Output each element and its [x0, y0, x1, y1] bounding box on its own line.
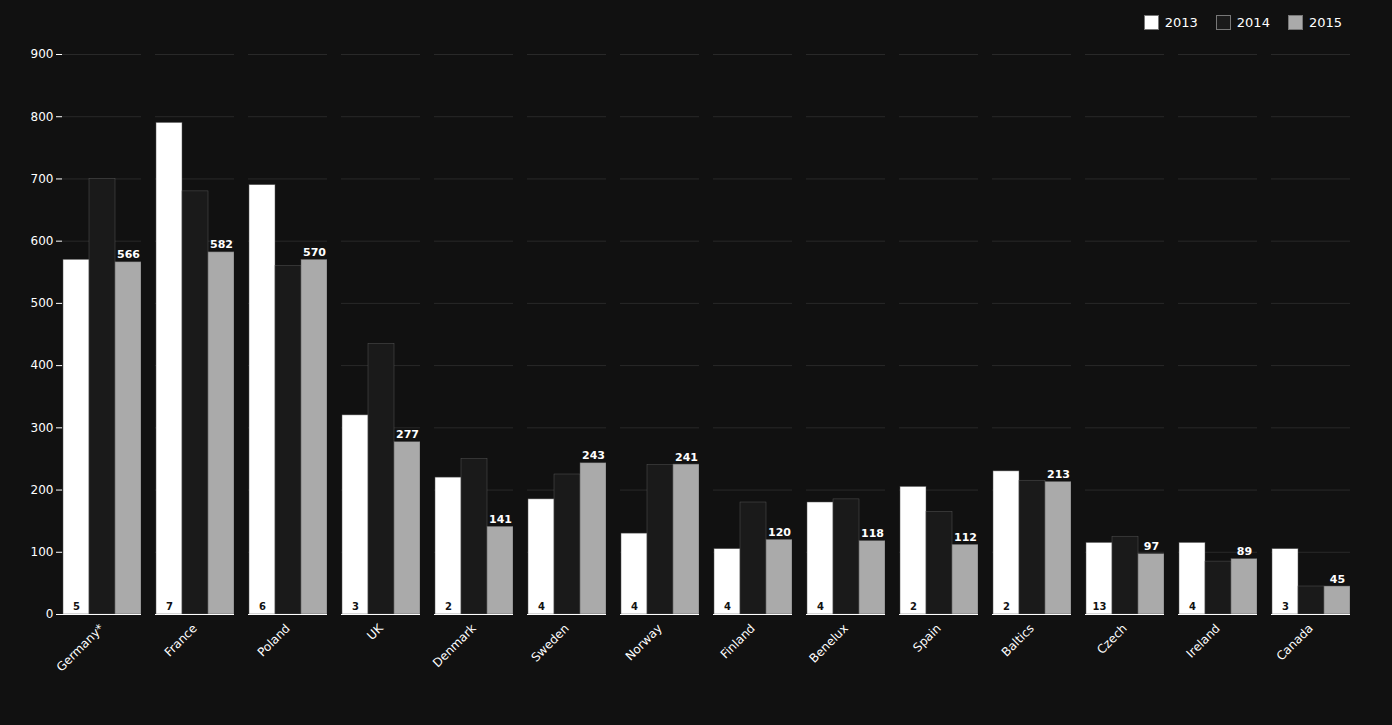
svg-text:100: 100: [31, 545, 54, 559]
svg-text:3: 3: [1282, 601, 1289, 612]
svg-text:Finland: Finland: [718, 621, 758, 661]
svg-text:89: 89: [1237, 545, 1252, 558]
svg-text:700: 700: [31, 172, 54, 186]
svg-text:Benelux: Benelux: [807, 621, 851, 665]
svg-text:Baltics: Baltics: [999, 621, 1037, 659]
svg-text:Norway: Norway: [623, 621, 665, 663]
svg-text:97: 97: [1144, 540, 1159, 553]
svg-text:4: 4: [631, 601, 638, 612]
html-text:2013: 2013: [1164, 14, 1198, 30]
svg-text:Canada: Canada: [1274, 621, 1316, 663]
svg-text:200: 200: [31, 483, 54, 497]
svg-text:600: 600: [31, 234, 54, 248]
svg-text:141: 141: [489, 513, 512, 526]
svg-text:0: 0: [46, 607, 54, 621]
svg-text:500: 500: [31, 296, 54, 310]
svg-text:300: 300: [31, 421, 54, 435]
svg-text:4: 4: [817, 601, 824, 612]
svg-text:241: 241: [675, 451, 698, 464]
svg-text:570: 570: [303, 246, 326, 259]
html-text:2014: 2014: [1236, 14, 1270, 30]
svg-text:118: 118: [861, 527, 884, 540]
svg-text:582: 582: [210, 238, 233, 251]
svg-text:277: 277: [396, 428, 419, 441]
svg-text:Denmark: Denmark: [430, 621, 479, 670]
svg-text:4: 4: [1189, 601, 1196, 612]
svg-text:112: 112: [954, 531, 977, 544]
svg-text:4: 4: [724, 601, 731, 612]
svg-text:5: 5: [73, 601, 80, 612]
svg-text:13: 13: [1093, 601, 1107, 612]
svg-text:900: 900: [31, 47, 54, 61]
svg-text:800: 800: [31, 110, 54, 124]
svg-text:2: 2: [445, 601, 452, 612]
svg-text:Czech: Czech: [1094, 621, 1130, 657]
svg-text:400: 400: [31, 358, 54, 372]
svg-text:213: 213: [1047, 468, 1070, 481]
svg-text:UK: UK: [364, 620, 386, 642]
svg-text:Ireland: Ireland: [1184, 621, 1223, 660]
svg-text:Sweden: Sweden: [528, 621, 571, 664]
svg-text:4: 4: [538, 601, 545, 612]
svg-text:Germany*: Germany*: [54, 621, 107, 674]
svg-text:566: 566: [117, 248, 140, 261]
svg-text:243: 243: [582, 449, 605, 462]
svg-text:120: 120: [768, 526, 791, 539]
svg-text:6: 6: [259, 601, 266, 612]
html-text:2015: 2015: [1308, 14, 1342, 30]
svg-text:2: 2: [1003, 601, 1010, 612]
svg-text:2: 2: [910, 601, 917, 612]
svg-text:Poland: Poland: [255, 621, 293, 659]
svg-text:France: France: [162, 621, 200, 659]
svg-text:45: 45: [1330, 573, 1345, 586]
svg-text:7: 7: [166, 601, 173, 612]
svg-text:3: 3: [352, 601, 359, 612]
svg-text:Spain: Spain: [910, 621, 944, 655]
